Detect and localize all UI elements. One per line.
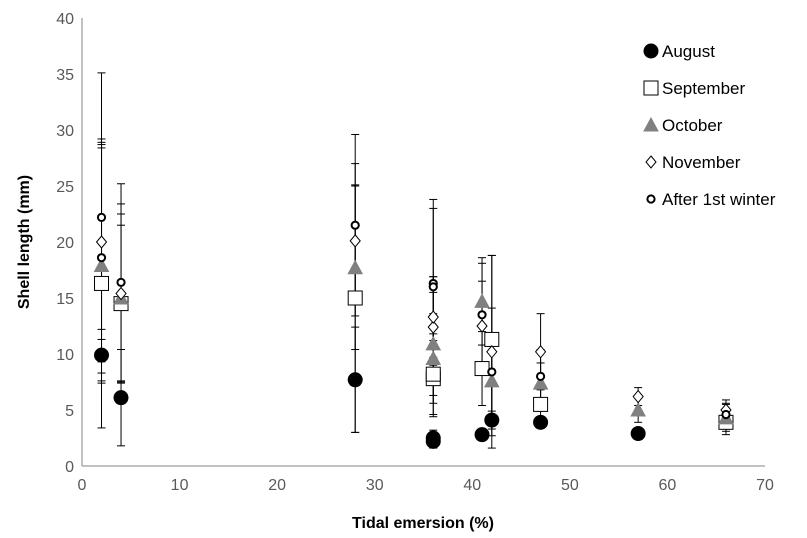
- x-tick-label: 70: [756, 477, 774, 494]
- legend-marker: [643, 80, 659, 96]
- data-point: [96, 253, 107, 263]
- x-tick-label: 30: [366, 477, 384, 494]
- data-point: [533, 414, 549, 430]
- y-tick-label: 25: [56, 179, 74, 196]
- data-point: [115, 286, 127, 301]
- data-point: [484, 412, 500, 428]
- data-point: [476, 319, 488, 333]
- data-point: [721, 409, 731, 420]
- y-tick-label: 15: [56, 291, 74, 308]
- legend-label: October: [662, 116, 723, 135]
- data-point: [477, 310, 487, 320]
- data-point: [349, 234, 361, 248]
- error-bars: [97, 72, 730, 449]
- legend: August September October November After 1st …: [643, 42, 776, 209]
- x-axis-title: Tidal emersion (%): [352, 515, 494, 532]
- y-tick-label: 0: [65, 459, 74, 476]
- data-point: [534, 344, 547, 359]
- data-point: [487, 367, 497, 377]
- data-point: [116, 277, 126, 287]
- x-tick-label: 50: [561, 477, 579, 494]
- data-point: [630, 401, 646, 417]
- data-point: [427, 310, 439, 324]
- data-point: [425, 350, 442, 365]
- x-tick-label: 20: [268, 477, 286, 494]
- legend-label: November: [662, 153, 741, 172]
- data-point: [347, 372, 363, 388]
- data-point: [425, 335, 442, 351]
- data-point: [94, 347, 110, 363]
- y-tick-label: 5: [65, 403, 74, 420]
- legend-marker: [645, 155, 657, 169]
- y-tick-label: 35: [56, 67, 74, 84]
- legend-marker: [643, 43, 659, 59]
- data-point: [533, 396, 549, 412]
- data-point: [474, 427, 490, 443]
- legend-label: September: [662, 79, 745, 98]
- y-tick-label: 40: [56, 11, 74, 28]
- data-point: [474, 293, 490, 308]
- x-tick-label: 10: [171, 477, 189, 494]
- data-point: [347, 290, 363, 306]
- x-tick-label: 60: [659, 477, 677, 494]
- y-axis-title: Shell length (mm): [16, 175, 33, 309]
- data-point: [425, 430, 441, 446]
- data-point: [93, 257, 110, 273]
- y-tick-labels: 0 5 10 15 20 25 30 35 40: [56, 11, 74, 476]
- axes: [81, 18, 765, 467]
- data-point: [630, 426, 646, 442]
- data-point: [486, 344, 498, 359]
- x-tick-label: 40: [463, 477, 481, 494]
- legend-marker: [646, 194, 656, 204]
- data-point: [532, 375, 549, 390]
- y-tick-label: 20: [56, 235, 74, 252]
- data-point: [95, 235, 108, 249]
- data-markers: [93, 212, 734, 449]
- data-point: [632, 389, 644, 404]
- data-point: [425, 366, 441, 382]
- data-point: [113, 390, 129, 406]
- legend-marker: [643, 116, 659, 132]
- data-point: [347, 259, 364, 275]
- data-point: [350, 220, 360, 230]
- data-point: [483, 372, 500, 388]
- x-tick-label: 0: [78, 477, 87, 494]
- data-point: [427, 320, 439, 334]
- data-point: [96, 212, 107, 222]
- legend-label: August: [662, 42, 715, 61]
- data-point: [428, 282, 438, 292]
- legend-label: After 1st winter: [662, 190, 776, 209]
- data-point: [484, 331, 500, 347]
- data-point: [474, 361, 490, 377]
- y-tick-label: 30: [56, 123, 74, 140]
- data-point: [535, 371, 546, 381]
- y-tick-label: 10: [56, 347, 74, 364]
- x-tick-labels: 0 10 20 30 40 50 60 70: [78, 477, 774, 494]
- data-point: [94, 275, 110, 291]
